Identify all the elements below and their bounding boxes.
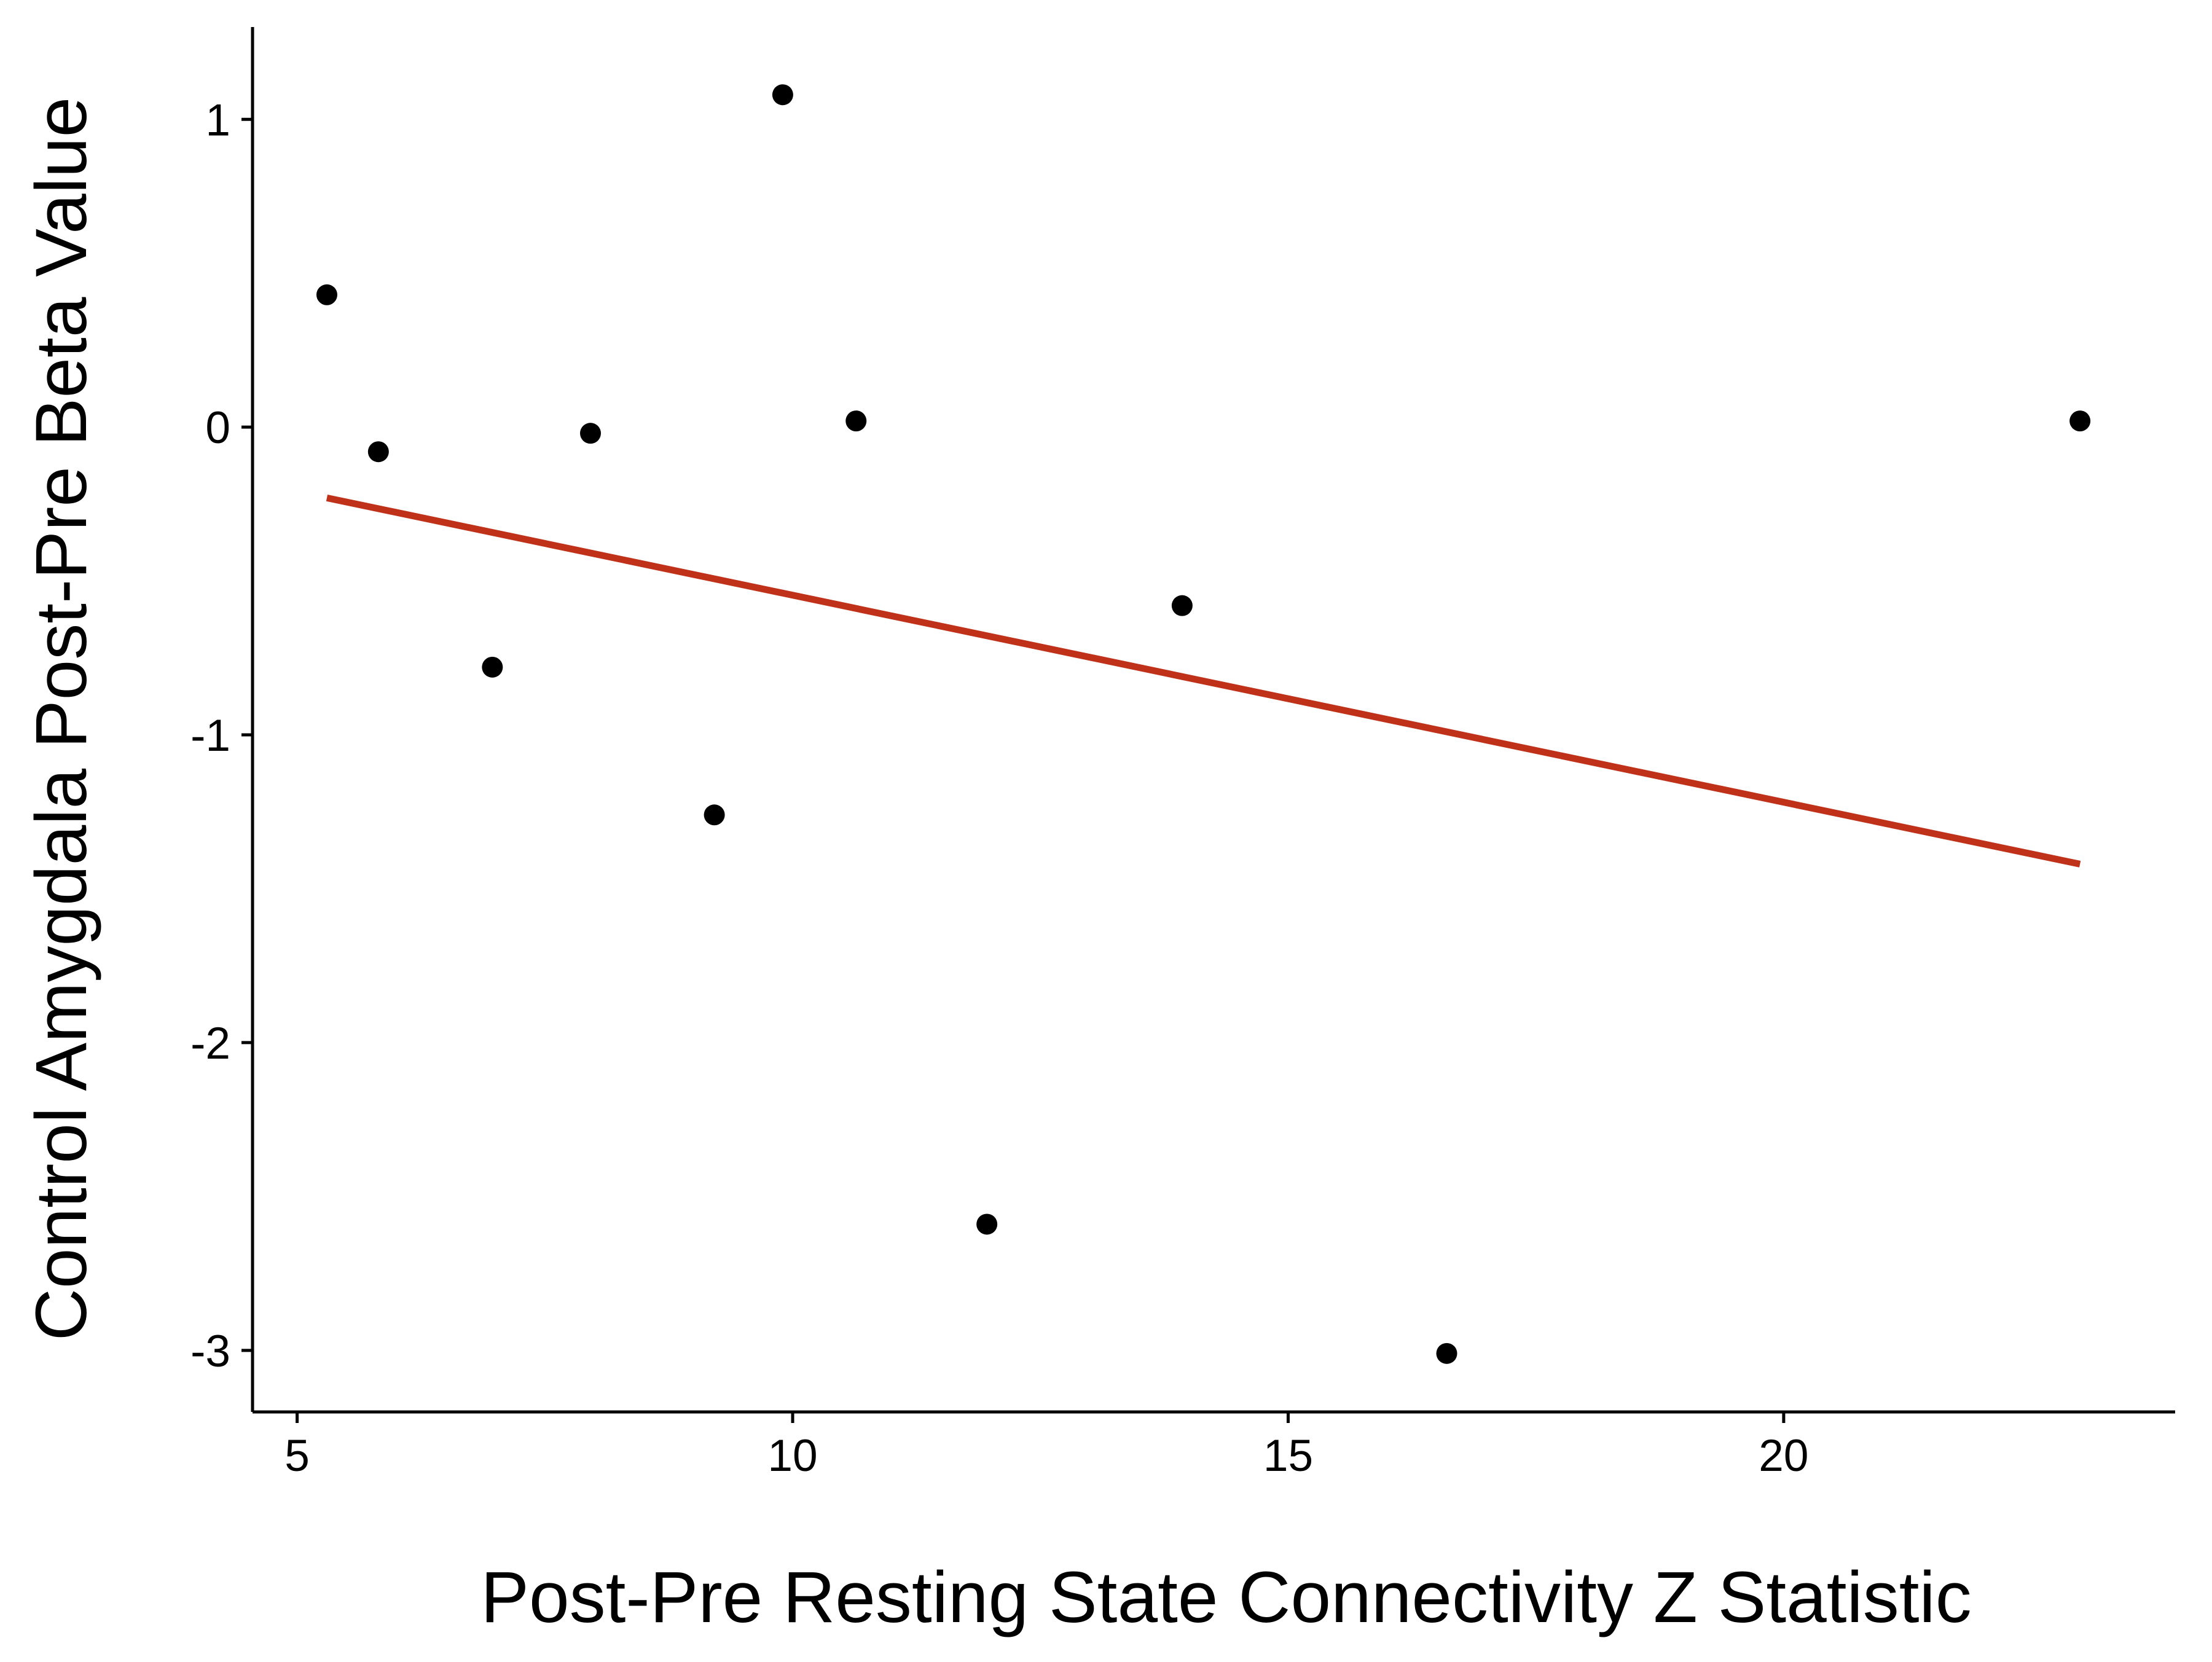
data-point — [1436, 1343, 1457, 1364]
data-point — [316, 284, 337, 305]
x-tick-label: 5 — [284, 1431, 310, 1481]
trendline — [326, 494, 2081, 868]
y-tick-label: -2 — [190, 1019, 230, 1068]
y-tick-label: -3 — [190, 1327, 230, 1376]
data-point — [1171, 595, 1193, 616]
data-point — [845, 410, 867, 432]
data-point — [704, 804, 725, 826]
x-axis-title: Post-Pre Resting State Connectivity Z St… — [480, 1557, 1972, 1638]
y-axis-title: Control Amygdala Post-Pre Beta Value — [21, 97, 102, 1341]
y-tick-label: 0 — [205, 403, 230, 453]
x-tick-label: 20 — [1759, 1431, 1808, 1481]
data-point — [976, 1213, 998, 1235]
x-ticks: 5 10 15 20 — [284, 1412, 1809, 1481]
trendline-group — [326, 494, 2081, 868]
data-point — [367, 441, 389, 463]
data-point — [772, 84, 793, 106]
data-point — [2069, 410, 2091, 432]
axes — [251, 27, 2175, 1414]
x-tick-label: 15 — [1263, 1431, 1313, 1481]
data-points — [316, 84, 2091, 1364]
y-ticks: 1 0 -1 -2 -3 — [190, 95, 253, 1376]
y-tick-label: -1 — [190, 711, 230, 761]
data-point — [482, 656, 503, 678]
data-point — [579, 423, 601, 444]
x-tick-label: 10 — [767, 1431, 817, 1481]
y-tick-label: 1 — [205, 95, 230, 145]
